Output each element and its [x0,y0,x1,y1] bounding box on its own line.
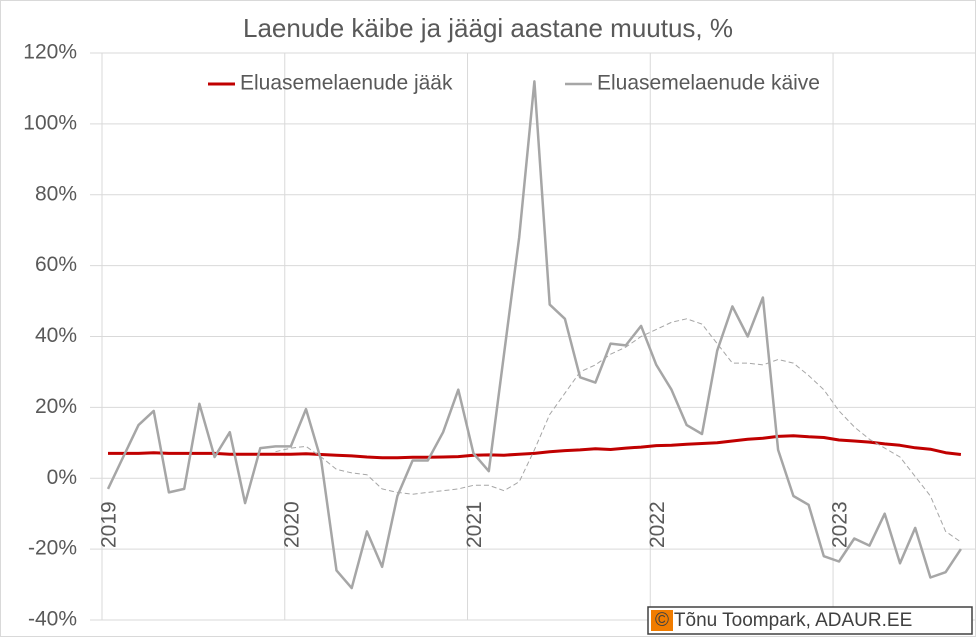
y-tick-label: 80% [35,182,77,205]
y-tick-label: 40% [35,324,77,347]
y-tick-label: 20% [35,395,77,418]
y-tick-label: -20% [28,537,77,560]
x-tick-label: 2023 [829,501,852,548]
x-tick-label: 2020 [280,501,303,548]
series-line [108,434,962,460]
y-tick-label: 120% [23,41,77,64]
x-tick-label: 2019 [98,501,121,548]
annotation: © Tõnu Toompark, ADAUR.EE [655,610,912,631]
annotation-box: © Tõnu Toompark, ADAUR.EE [647,606,973,635]
chart-title: Laenude käibe ja jäägi aastane muutus, % [243,13,733,43]
annotation-icon [651,610,673,631]
y-tick-label: 100% [23,111,77,134]
annotation-frame [647,606,973,635]
x-tick-label: 2022 [646,501,669,548]
series-line [106,80,962,590]
series-line [275,318,962,543]
legend-label: Eluasemelaenude käive [597,72,820,95]
x-tick-label: 2021 [463,501,486,548]
y-tick-label: 0% [47,466,77,489]
legend-label: Eluasemelaenude jääk [240,72,453,95]
y-tick-label: 60% [35,253,77,276]
y-tick-label: -40% [28,608,77,631]
